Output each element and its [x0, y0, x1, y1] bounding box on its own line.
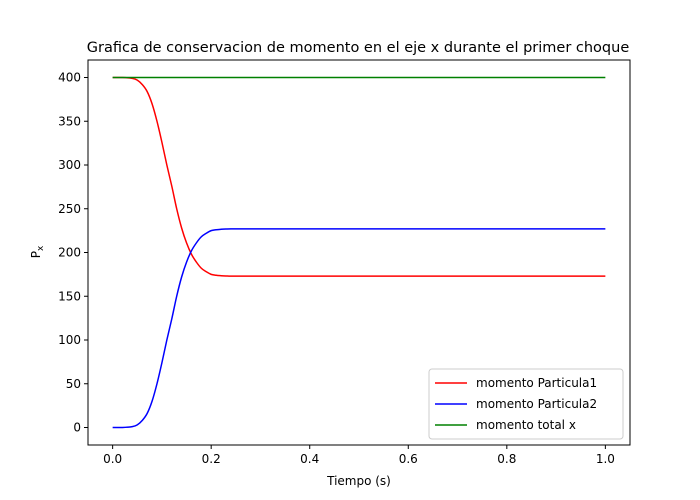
- y-tick-label: 250: [58, 202, 81, 216]
- y-tick-label: 400: [58, 71, 81, 85]
- series-line-1: [112, 76, 606, 277]
- legend-items: momento Particula1 momento Particula2 mome…: [435, 376, 597, 432]
- y-tick-label: 100: [58, 333, 81, 347]
- x-tick-label: 0.2: [202, 452, 221, 466]
- legend: momento Particula1 momento Particula2 mome…: [428, 368, 624, 440]
- y-axis-label-subscript: x: [36, 245, 46, 251]
- legend-label-3: momento total x: [476, 418, 576, 432]
- legend-label-1: momento Particula1: [476, 376, 597, 390]
- series-line-2: [112, 228, 606, 429]
- x-tick-label: 0.8: [497, 452, 516, 466]
- x-tick-label: 0.6: [399, 452, 418, 466]
- x-axis-ticks: 0.0 0.2 0.4 0.6 0.8 1.0: [103, 445, 615, 466]
- y-tick-label: 150: [58, 289, 81, 303]
- y-tick-label: 50: [66, 377, 81, 391]
- y-axis-label: Px: [29, 245, 46, 258]
- legend-label-2: momento Particula2: [476, 397, 597, 411]
- series-layer: [112, 76, 606, 429]
- y-tick-label: 300: [58, 158, 81, 172]
- y-tick-label: 200: [58, 246, 81, 260]
- chart-title: Grafica de conservacion de momento en el…: [87, 40, 630, 56]
- legend-frame: [428, 368, 624, 440]
- x-tick-label: 1.0: [596, 452, 615, 466]
- y-axis-label-base: P: [29, 251, 43, 258]
- y-tick-label: 0: [73, 421, 81, 435]
- plot-area: 0.0 0.2 0.4 0.6 0.8 1.0 0 50 100 150 200 250 300 350…: [58, 59, 631, 466]
- y-axis-ticks: 0 50 100 150 200 250 300 350 400: [58, 71, 88, 435]
- x-axis-label: Tiempo (s): [326, 474, 391, 488]
- y-tick-label: 350: [58, 114, 81, 128]
- x-tick-label: 0.0: [103, 452, 122, 466]
- x-tick-label: 0.4: [300, 452, 319, 466]
